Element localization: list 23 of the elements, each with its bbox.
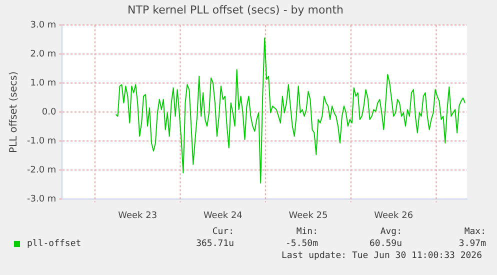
chart-title: NTP kernel PLL offset (secs) - by month (128, 3, 344, 16)
y-tick-label: 2.0 m (30, 50, 56, 60)
y-tick-label: -3.0 m (26, 194, 56, 205)
text: -5.50m (284, 239, 318, 249)
x-tick-label: Week 26 (374, 210, 414, 221)
text: Avg: (379, 227, 402, 237)
x-tick-label: Week 25 (288, 210, 328, 221)
y-tick-label: -2.0 m (26, 166, 56, 176)
text: 60.59u (368, 239, 402, 249)
text: Min: (295, 227, 318, 237)
text: 365.71u (195, 239, 234, 249)
text: Cur: (211, 227, 234, 237)
text: Max: (463, 227, 486, 237)
y-tick-label: 3.0 m (30, 20, 56, 31)
x-tick-label: Week 23 (118, 210, 158, 221)
y-tick-label: 1.0 m (30, 78, 56, 89)
x-tick-label: Week 24 (203, 210, 243, 221)
y-tick-label: 0.0 (42, 108, 56, 118)
legend-label: pll-offset (27, 239, 82, 249)
text: 3.97m (458, 239, 486, 249)
text: Last update: Tue Jun 30 11:00:33 2026 (280, 250, 483, 262)
y-axis-title: PLL offset (secs) (8, 71, 20, 154)
y-tick-label: -1.0 m (26, 136, 56, 147)
